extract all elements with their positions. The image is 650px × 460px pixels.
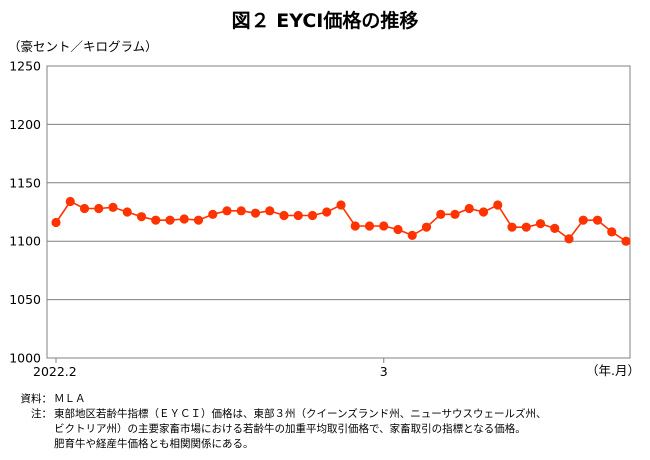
data-point-3	[94, 203, 104, 214]
note-label: 注：	[31, 408, 52, 420]
y-tick-label-5: 1250	[9, 59, 41, 74]
data-point-33	[521, 222, 531, 232]
y-tick-label-0: 1000	[9, 351, 41, 366]
data-point-20	[336, 200, 346, 210]
data-point-32	[507, 222, 517, 232]
data-point-10	[193, 215, 204, 225]
eyci-line-chart: 1000 1050 1100 1150 1200 1250 2022.2 3 （年.月）	[9, 59, 640, 380]
y-tick-label-4: 1200	[9, 117, 41, 132]
data-point-11	[208, 209, 218, 219]
plot-area	[46, 65, 631, 359]
x-tick-label-1: 3	[380, 364, 388, 379]
data-point-18	[307, 210, 318, 221]
data-point-26	[421, 222, 432, 232]
note-line-3: 肥育牛や経産牛価格とも相関関係にある。	[54, 438, 254, 450]
data-point-2	[79, 203, 90, 214]
x-tick-label-0: 2022.2	[33, 364, 77, 379]
source-text: ＭＬＡ	[54, 393, 86, 405]
data-point-4	[108, 202, 118, 212]
data-point-15	[265, 206, 275, 216]
data-point-5	[122, 207, 132, 217]
note-line-2: ビクトリア州）の主要家畜市場における若齢牛の加重平均取引価格で、家畜取引の指標と…	[54, 423, 526, 435]
source-label: 資料：	[20, 393, 53, 405]
y-tick-label-2: 1100	[9, 234, 41, 249]
data-point-22	[364, 221, 375, 231]
data-point-13	[236, 206, 246, 216]
data-point-34	[535, 219, 546, 229]
data-point-24	[393, 224, 403, 235]
data-point-39	[607, 227, 617, 237]
data-point-28	[450, 209, 460, 219]
data-point-6	[136, 212, 147, 222]
data-point-36	[564, 234, 574, 244]
x-axis-unit-label: （年.月）	[586, 363, 640, 378]
data-point-1	[65, 196, 75, 207]
data-point-31	[493, 200, 503, 210]
data-point-38	[592, 215, 603, 225]
data-point-37	[578, 215, 588, 225]
data-point-12	[222, 206, 232, 216]
y-tick-label-3: 1150	[9, 175, 41, 190]
data-point-14	[250, 208, 261, 218]
y-tick-label-1: 1050	[9, 292, 41, 307]
data-point-30	[478, 207, 489, 217]
y-axis-unit-label: （豪セント／キログラム）	[8, 39, 158, 54]
data-point-7	[151, 215, 161, 225]
data-point-16	[279, 210, 289, 221]
notes-block: 資料： ＭＬＡ 注： 東部地区若齢牛指標（ＥＹＣＩ）価格は、東部３州（クイーンズ…	[14, 392, 547, 452]
data-point-19	[322, 207, 332, 217]
note-line-1: 東部地区若齢牛指標（ＥＹＣＩ）価格は、東部３州（クイーンズランド州、ニューサウス…	[54, 408, 547, 420]
data-point-40	[621, 236, 631, 246]
chart-title: 図２ EYCI価格の推移	[231, 10, 419, 32]
data-point-8	[165, 215, 175, 225]
data-point-29	[464, 203, 474, 214]
data-point-25	[407, 230, 417, 240]
data-point-17	[293, 210, 303, 221]
data-point-21	[350, 221, 360, 231]
data-point-35	[550, 223, 560, 233]
data-point-0	[51, 217, 61, 228]
data-point-23	[379, 221, 389, 231]
data-point-9	[179, 214, 189, 224]
data-point-27	[436, 209, 446, 219]
